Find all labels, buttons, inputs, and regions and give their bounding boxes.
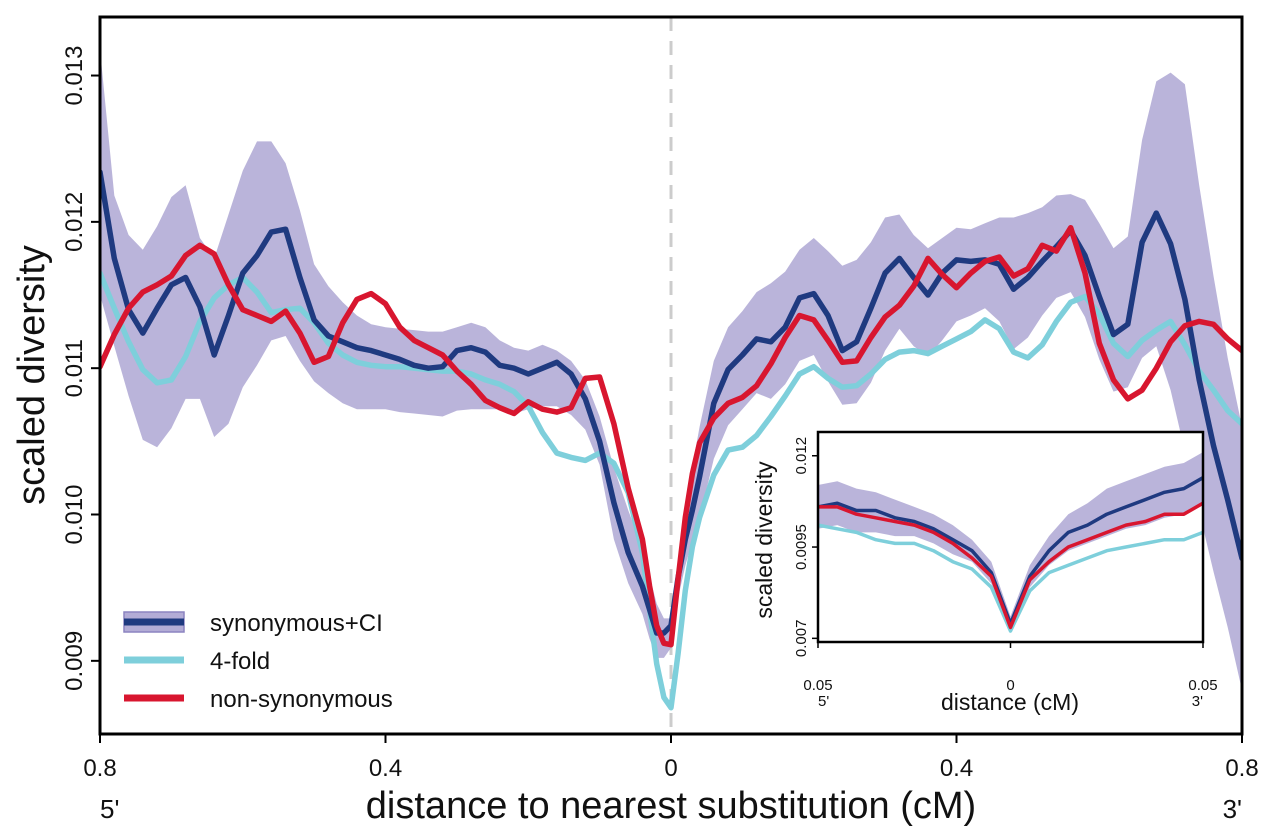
legend-label-synonymous: synonymous+CI [210,610,383,637]
inset-x-tick-label-2: 0.05 [1188,677,1217,694]
inset-x-axis-ticks: 0.05 0 0.05 [803,642,1218,694]
end-label-left: 5' [100,794,119,824]
x-tick-label-3: 0.4 [940,755,973,782]
legend: synonymous+CI 4-fold non-synonymous [123,610,393,713]
y-tick-label-1: 0.010 [61,484,88,544]
inset-ci-band-0 [818,452,1203,631]
x-tick-label-1: 0.4 [369,755,402,782]
inset-y-axis-ticks: 0.007 0.0095 0.012 [793,437,818,657]
x-tick-label-4: 0.8 [1225,755,1258,782]
inset-chart: 0.05 0 0.05 0.007 0.0095 0.012 distance (cM)… [751,430,1218,715]
end-label-right: 3' [1223,794,1242,824]
y-tick-label-3: 0.012 [61,192,88,252]
inset-y-tick-label-2: 0.012 [793,437,810,475]
ci-band-0 [100,49,1242,691]
series-line-2 [100,224,1242,648]
inset-end-label-left: 5' [818,693,829,710]
legend-label-4fold: 4-fold [210,648,270,675]
y-tick-label-2: 0.011 [61,339,88,397]
x-axis-ticks: 0.8 0.4 0 0.4 0.8 [83,734,1259,782]
y-tick-label-4: 0.013 [61,45,88,105]
series-line-1 [100,270,1242,711]
inset-x-axis-title: distance (cM) [941,689,1079,715]
inset-x-tick-label-1: 0 [1006,677,1014,694]
inset-y-axis-title: scaled diversity [751,461,777,619]
inset-y-tick-label-0: 0.007 [793,620,810,658]
x-tick-label-2: 0 [664,755,677,782]
legend-label-nonsynonymous: non-synonymous [210,686,393,713]
inset-end-label-right: 3' [1192,693,1203,710]
inset-y-tick-label-1: 0.0095 [793,524,810,570]
inset-series-line-1 [818,523,1203,633]
inset-background [818,432,1203,642]
x-axis-title: distance to nearest substitution (cM) [366,785,976,827]
y-tick-label-0: 0.009 [61,631,88,691]
inset-x-tick-label-0: 0.05 [803,677,832,694]
y-axis-title: scaled diversity [11,245,53,505]
inset-series-line-2 [818,501,1203,630]
y-axis-ticks: 0.009 0.010 0.011 0.012 0.013 [61,45,100,691]
x-tick-label-0: 0.8 [83,755,116,782]
